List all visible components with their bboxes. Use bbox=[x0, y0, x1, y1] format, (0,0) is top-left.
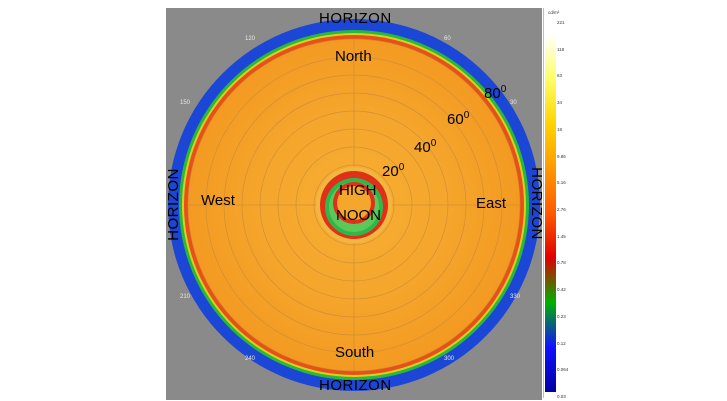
azimuth-label-60: 60 bbox=[444, 36, 451, 42]
horizon-label-top: HORIZON bbox=[319, 10, 392, 27]
east-label: East bbox=[476, 195, 507, 212]
azimuth-label-300: 300 bbox=[444, 356, 455, 362]
color-scale-legend: cd/m² 221 118 63 34 18 9.86 5.16 2.76 1.45 0.78 0.… bbox=[543, 8, 570, 399]
legend-value: 18 bbox=[557, 126, 563, 132]
legend-value: 118 bbox=[557, 46, 565, 52]
elevation-label-80: 800 bbox=[484, 84, 507, 102]
legend-value: 34 bbox=[557, 100, 563, 106]
elevation-label-60: 600 bbox=[447, 110, 470, 128]
azimuth-label-120: 120 bbox=[245, 36, 256, 42]
legend-value: 0.064 bbox=[557, 367, 569, 373]
west-label: West bbox=[201, 192, 235, 209]
horizon-label-left: HORIZON bbox=[164, 168, 182, 241]
high-label: HIGH bbox=[339, 182, 377, 199]
azimuth-label-150: 150 bbox=[180, 100, 191, 106]
north-label: North bbox=[335, 48, 372, 65]
azimuth-label-30: 30 bbox=[510, 100, 517, 106]
horizon-label-bottom: HORIZON bbox=[319, 377, 392, 394]
legend-unit: cd/m² bbox=[548, 10, 560, 15]
horizon-label-right: HORIZON bbox=[527, 167, 545, 240]
sky-luminance-polar-plot bbox=[168, 19, 540, 391]
legend-value: 2.76 bbox=[557, 207, 566, 212]
legend-value: 0.03 bbox=[557, 394, 566, 399]
azimuth-label-210: 210 bbox=[180, 294, 191, 300]
legend-value: 63 bbox=[557, 73, 563, 79]
azimuth-label-330: 330 bbox=[510, 294, 521, 300]
legend-value: 221 bbox=[557, 20, 565, 25]
legend-value: 0.12 bbox=[557, 340, 566, 346]
south-label: South bbox=[335, 344, 375, 361]
legend-value: 5.16 bbox=[557, 180, 566, 186]
legend-value: 1.45 bbox=[557, 233, 566, 239]
elevation-label-20: 200 bbox=[382, 162, 405, 180]
elevation-label-40: 400 bbox=[414, 138, 437, 156]
azimuth-label-240: 240 bbox=[245, 356, 256, 362]
high-noon-zone bbox=[316, 167, 392, 243]
legend-value: 0.42 bbox=[557, 287, 566, 293]
noon-label: NOON bbox=[336, 207, 381, 224]
legend-value: 0.78 bbox=[557, 260, 566, 266]
color-scale-bar bbox=[545, 34, 556, 392]
legend-value: 9.86 bbox=[557, 153, 566, 159]
legend-value: 0.23 bbox=[557, 313, 566, 319]
